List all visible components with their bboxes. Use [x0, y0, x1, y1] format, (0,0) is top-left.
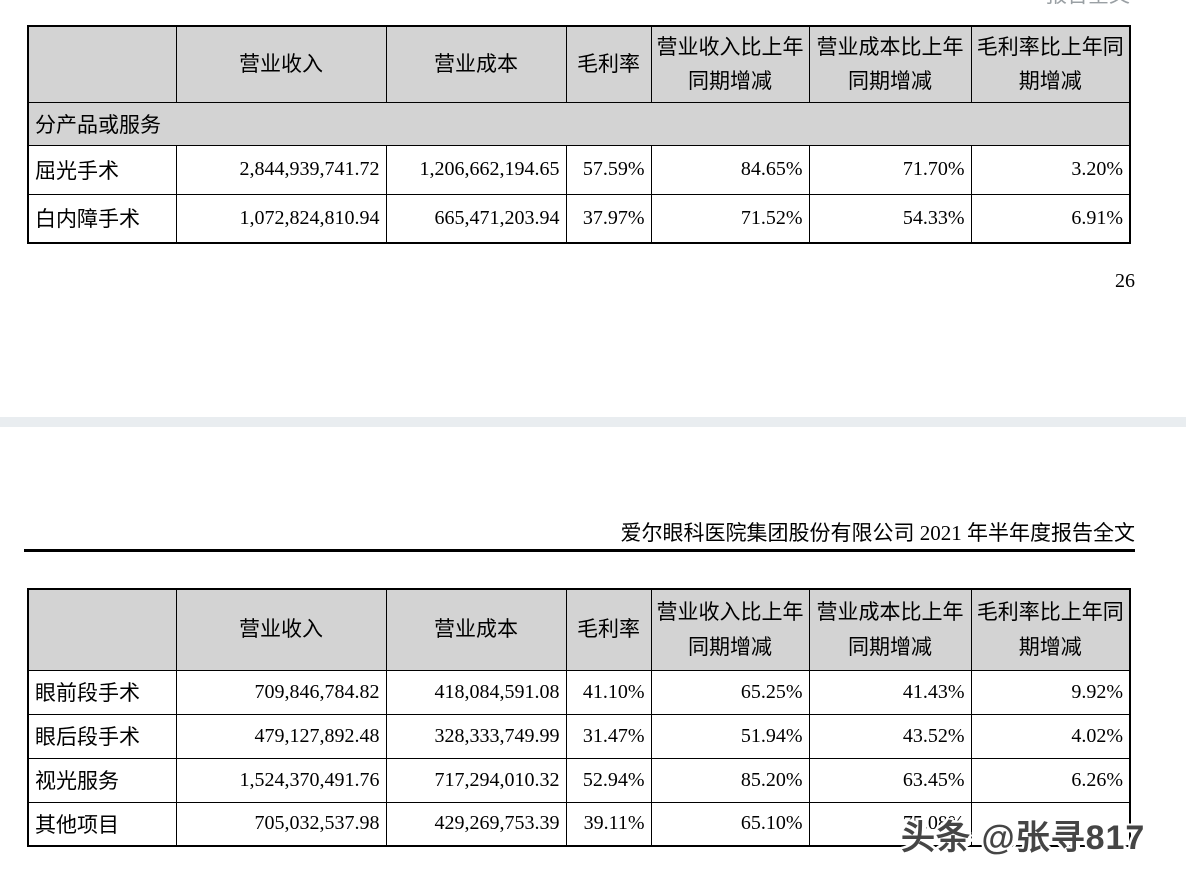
- cell-margin-yoy: 9.92%: [970, 669, 1131, 715]
- table-row-cataract-surgery: 白内障手术 1,072,824,810.94 665,471,203.94 37…: [27, 193, 1131, 244]
- cell-gross-margin: 52.94%: [565, 757, 652, 803]
- cell-revenue: 479,127,892.48: [175, 713, 387, 759]
- table-row-refractive-surgery: 屈光手术 2,844,939,741.72 1,206,662,194.65 5…: [27, 144, 1131, 195]
- page-separator-band: [0, 417, 1186, 427]
- header-rule: [24, 549, 1135, 552]
- table-row-posterior-segment-surgery: 眼后段手术 479,127,892.48 328,333,749.99 31.4…: [27, 713, 1131, 759]
- cell-cost: 717,294,010.32: [385, 757, 567, 803]
- cell-cost: 1,206,662,194.65: [385, 144, 567, 195]
- cell-revenue-yoy: 71.52%: [650, 193, 810, 244]
- cell-gross-margin: 57.59%: [565, 144, 652, 195]
- section-row-by-product-or-service: 分产品或服务: [27, 101, 1131, 146]
- cell-cost-yoy: 75.08%: [808, 801, 972, 847]
- col-header-revenue-yoy: 营业收入比上年同期增减: [650, 588, 810, 671]
- table-row-anterior-segment-surgery: 眼前段手术 709,846,784.82 418,084,591.08 41.1…: [27, 669, 1131, 715]
- row-label: 视光服务: [27, 757, 177, 803]
- cell-cost: 429,269,753.39: [385, 801, 567, 847]
- cell-cost-yoy: 71.70%: [808, 144, 972, 195]
- cell-margin-yoy: [970, 801, 1131, 847]
- cell-margin-yoy: 6.91%: [970, 193, 1131, 244]
- cell-cost-yoy: 54.33%: [808, 193, 972, 244]
- cell-revenue: 1,524,370,491.76: [175, 757, 387, 803]
- corner-cell: [27, 25, 177, 103]
- section-label: 分产品或服务: [27, 101, 1131, 146]
- surgery-category-table: 营业收入 营业成本 毛利率 营业收入比上年同期增减 营业成本比上年同期增减 毛利…: [27, 588, 1131, 847]
- cell-revenue-yoy: 65.25%: [650, 669, 810, 715]
- col-header-revenue: 营业收入: [175, 588, 387, 671]
- col-header-cost: 营业成本: [385, 588, 567, 671]
- row-label: 眼后段手术: [27, 713, 177, 759]
- cell-cost: 328,333,749.99: [385, 713, 567, 759]
- cell-cost-yoy: 43.52%: [808, 713, 972, 759]
- col-header-cost-yoy: 营业成本比上年同期增减: [808, 25, 972, 103]
- cell-revenue-yoy: 85.20%: [650, 757, 810, 803]
- row-label: 眼前段手术: [27, 669, 177, 715]
- col-header-revenue-yoy: 营业收入比上年同期增减: [650, 25, 810, 103]
- row-label: 其他项目: [27, 801, 177, 847]
- clipped-page-header-fragment: 报告全文: [1046, 0, 1130, 6]
- col-header-cost-yoy: 营业成本比上年同期增减: [808, 588, 972, 671]
- cell-revenue: 709,846,784.82: [175, 669, 387, 715]
- cell-gross-margin: 37.97%: [565, 193, 652, 244]
- cell-revenue-yoy: 65.10%: [650, 801, 810, 847]
- cell-revenue: 705,032,537.98: [175, 801, 387, 847]
- cell-margin-yoy: 6.26%: [970, 757, 1131, 803]
- cell-cost-yoy: 63.45%: [808, 757, 972, 803]
- cell-cost: 418,084,591.08: [385, 669, 567, 715]
- cell-cost-yoy: 41.43%: [808, 669, 972, 715]
- cell-revenue: 2,844,939,741.72: [175, 144, 387, 195]
- cell-revenue-yoy: 51.94%: [650, 713, 810, 759]
- col-header-cost: 营业成本: [385, 25, 567, 103]
- corner-cell: [27, 588, 177, 671]
- col-header-margin-yoy: 毛利率比上年同期增减: [970, 25, 1131, 103]
- table1-header-row: 营业收入 营业成本 毛利率 营业收入比上年同期增减 营业成本比上年同期增减 毛利…: [27, 25, 1131, 103]
- cell-gross-margin: 41.10%: [565, 669, 652, 715]
- cell-revenue-yoy: 84.65%: [650, 144, 810, 195]
- table2-header-row: 营业收入 营业成本 毛利率 营业收入比上年同期增减 营业成本比上年同期增减 毛利…: [27, 588, 1131, 671]
- cell-gross-margin: 39.11%: [565, 801, 652, 847]
- col-header-gross-margin: 毛利率: [565, 588, 652, 671]
- toutiao-watermark: 头条 @张寻817: [901, 819, 1146, 857]
- cell-gross-margin: 31.47%: [565, 713, 652, 759]
- table-row-other-items: 其他项目 705,032,537.98 429,269,753.39 39.11…: [27, 801, 1131, 847]
- page-number: 26: [1115, 270, 1135, 292]
- col-header-margin-yoy: 毛利率比上年同期增减: [970, 588, 1131, 671]
- table-row-optometry-services: 视光服务 1,524,370,491.76 717,294,010.32 52.…: [27, 757, 1131, 803]
- clipped-page-header-text: 报告全文: [1046, 0, 1130, 6]
- col-header-gross-margin: 毛利率: [565, 25, 652, 103]
- row-label: 屈光手术: [27, 144, 177, 195]
- cell-margin-yoy: 3.20%: [970, 144, 1131, 195]
- document-header: 爱尔眼科医院集团股份有限公司 2021 年半年度报告全文: [620, 521, 1136, 545]
- row-label: 白内障手术: [27, 193, 177, 244]
- product-service-table: 营业收入 营业成本 毛利率 营业收入比上年同期增减 营业成本比上年同期增减 毛利…: [27, 25, 1131, 244]
- cell-margin-yoy: 4.02%: [970, 713, 1131, 759]
- col-header-revenue: 营业收入: [175, 25, 387, 103]
- cell-revenue: 1,072,824,810.94: [175, 193, 387, 244]
- cell-cost: 665,471,203.94: [385, 193, 567, 244]
